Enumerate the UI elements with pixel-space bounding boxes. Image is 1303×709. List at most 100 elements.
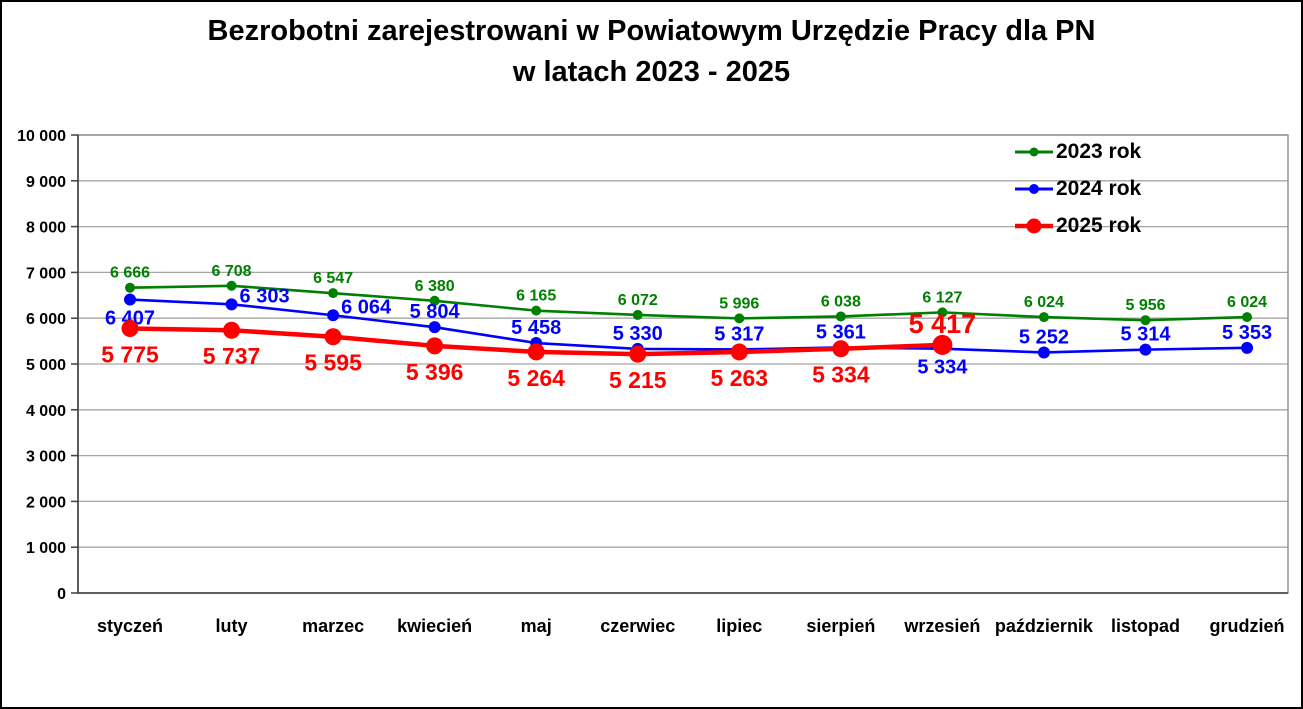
- y-axis-label: 10 000: [17, 128, 66, 145]
- data-point: [1140, 315, 1151, 326]
- series-line: [129, 298, 1248, 354]
- chart-legend: 2023 rok 2024 rok 2025 rok: [1014, 133, 1141, 244]
- data-point: [1242, 312, 1253, 323]
- data-point: [223, 321, 241, 339]
- legend-item-2023-rok: 2023 rok: [1014, 133, 1141, 170]
- data-label: 5 314: [1120, 324, 1171, 346]
- data-label: 6 038: [821, 293, 861, 310]
- data-label: 6 127: [922, 289, 962, 306]
- legend-label: 2025 rok: [1056, 213, 1142, 237]
- data-point: [124, 293, 136, 306]
- x-axis-label: marzec: [302, 616, 364, 636]
- data-point: [527, 343, 545, 361]
- legend-item-2025-rok: 2025 rok: [1014, 207, 1141, 244]
- data-point: [1038, 312, 1049, 323]
- data-point: [428, 321, 441, 334]
- data-label: 6 407: [105, 308, 155, 330]
- data-point: [327, 309, 340, 322]
- x-axis-label: czerwiec: [600, 616, 675, 636]
- data-point: [121, 320, 139, 338]
- data-label: 5 996: [719, 295, 759, 312]
- data-label: 6 547: [313, 270, 353, 287]
- data-label: 5 804: [410, 301, 461, 323]
- y-axis-label: 1 000: [26, 540, 66, 557]
- data-label: 6 024: [1024, 294, 1064, 311]
- data-label: 6 072: [618, 292, 658, 309]
- data-point: [1241, 341, 1254, 354]
- x-axis-label: maj: [521, 616, 552, 636]
- data-label: 5 353: [1222, 322, 1272, 344]
- legend-item-2024-rok: 2024 rok: [1014, 170, 1141, 207]
- data-label: 5 361: [816, 321, 866, 343]
- data-label: 5 956: [1125, 297, 1165, 314]
- x-axis-label: październik: [995, 616, 1094, 636]
- x-axis-label: kwiecień: [397, 616, 472, 636]
- data-label: 5 396: [406, 359, 464, 385]
- legend-label: 2024 rok: [1056, 176, 1142, 200]
- x-axis-label: grudzień: [1210, 616, 1285, 636]
- data-label: 5 334: [812, 362, 870, 388]
- series-2023-rok: 6 666 6 708 6 547 6 380 6 165 6 072 5 996 6 038…: [110, 263, 1267, 326]
- series-line: [129, 284, 1248, 322]
- y-axis-label: 7 000: [26, 265, 66, 282]
- data-point: [531, 305, 542, 316]
- data-point: [734, 313, 745, 324]
- data-point: [226, 280, 237, 291]
- y-axis-label: 5 000: [26, 357, 66, 374]
- y-axis-label: 9 000: [26, 174, 66, 191]
- legend-marker-2023-rok: [1015, 147, 1053, 156]
- x-axis-label: wrzesień: [903, 616, 980, 636]
- data-point: [1037, 346, 1050, 359]
- data-label: 5 264: [507, 365, 565, 391]
- data-label: 6 303: [240, 285, 290, 307]
- y-axis: 0 1 000 2 000 3 000 4 000 5 000 6 000 7 000 8 00…: [17, 128, 78, 603]
- data-label: 5 330: [613, 323, 663, 345]
- x-axis-label: styczeń: [97, 616, 163, 636]
- legend-dot: [1029, 183, 1039, 194]
- legend-marker-2024-rok: [1015, 183, 1053, 194]
- data-point: [937, 307, 948, 318]
- y-axis-label: 3 000: [26, 449, 66, 466]
- data-label: 6 380: [415, 278, 455, 295]
- legend-marker-2025-rok: [1015, 218, 1053, 233]
- data-point: [629, 345, 647, 363]
- y-axis-label: 2 000: [26, 494, 66, 511]
- data-label: 6 165: [516, 288, 556, 305]
- y-axis-label: 0: [57, 586, 66, 603]
- data-point: [429, 295, 440, 306]
- legend-label: 2023 rok: [1056, 139, 1142, 163]
- data-point: [125, 282, 135, 293]
- data-point: [1139, 343, 1152, 356]
- x-axis-label: luty: [216, 616, 248, 636]
- data-point: [835, 311, 846, 322]
- data-label: 5 417: [909, 309, 977, 339]
- data-label: 5 215: [609, 367, 667, 393]
- data-point: [324, 328, 342, 346]
- y-axis-label: 4 000: [26, 403, 66, 420]
- data-point: [225, 298, 238, 311]
- chart-title: Bezrobotni zarejestrowani w Powiatowym U…: [2, 11, 1301, 93]
- x-axis: styczeń luty marzec kwiecień maj czerwiec lipi…: [97, 616, 1285, 636]
- y-axis-label: 8 000: [26, 220, 66, 237]
- data-label: 5 595: [304, 350, 362, 376]
- data-label: 5 317: [714, 323, 764, 345]
- x-axis-label: lipiec: [716, 616, 762, 636]
- data-label: 5 737: [203, 343, 261, 369]
- data-label: 6 024: [1227, 294, 1267, 311]
- legend-dot: [1026, 218, 1042, 233]
- data-label: 6 666: [110, 265, 150, 282]
- x-axis-label: sierpień: [806, 616, 875, 636]
- data-point: [832, 340, 850, 358]
- chart-title-line1: Bezrobotni zarejestrowani w Powiatowym U…: [207, 15, 1096, 47]
- data-label: 5 334: [917, 357, 968, 379]
- data-label: 5 775: [101, 342, 159, 368]
- data-point: [426, 337, 444, 355]
- data-label: 5 252: [1019, 326, 1069, 348]
- series-2024-rok: 6 407 6 303 6 064 5 804 5 458 5 330 5 317 5 361…: [105, 285, 1272, 378]
- data-label: 5 263: [711, 365, 769, 391]
- series-2025-rok: 5 775 5 737 5 595 5 396 5 264 5 215 5 263 5 334…: [101, 309, 976, 393]
- chart-title-line2: w latach 2023 - 2025: [512, 56, 791, 88]
- data-label: 6 708: [212, 263, 252, 280]
